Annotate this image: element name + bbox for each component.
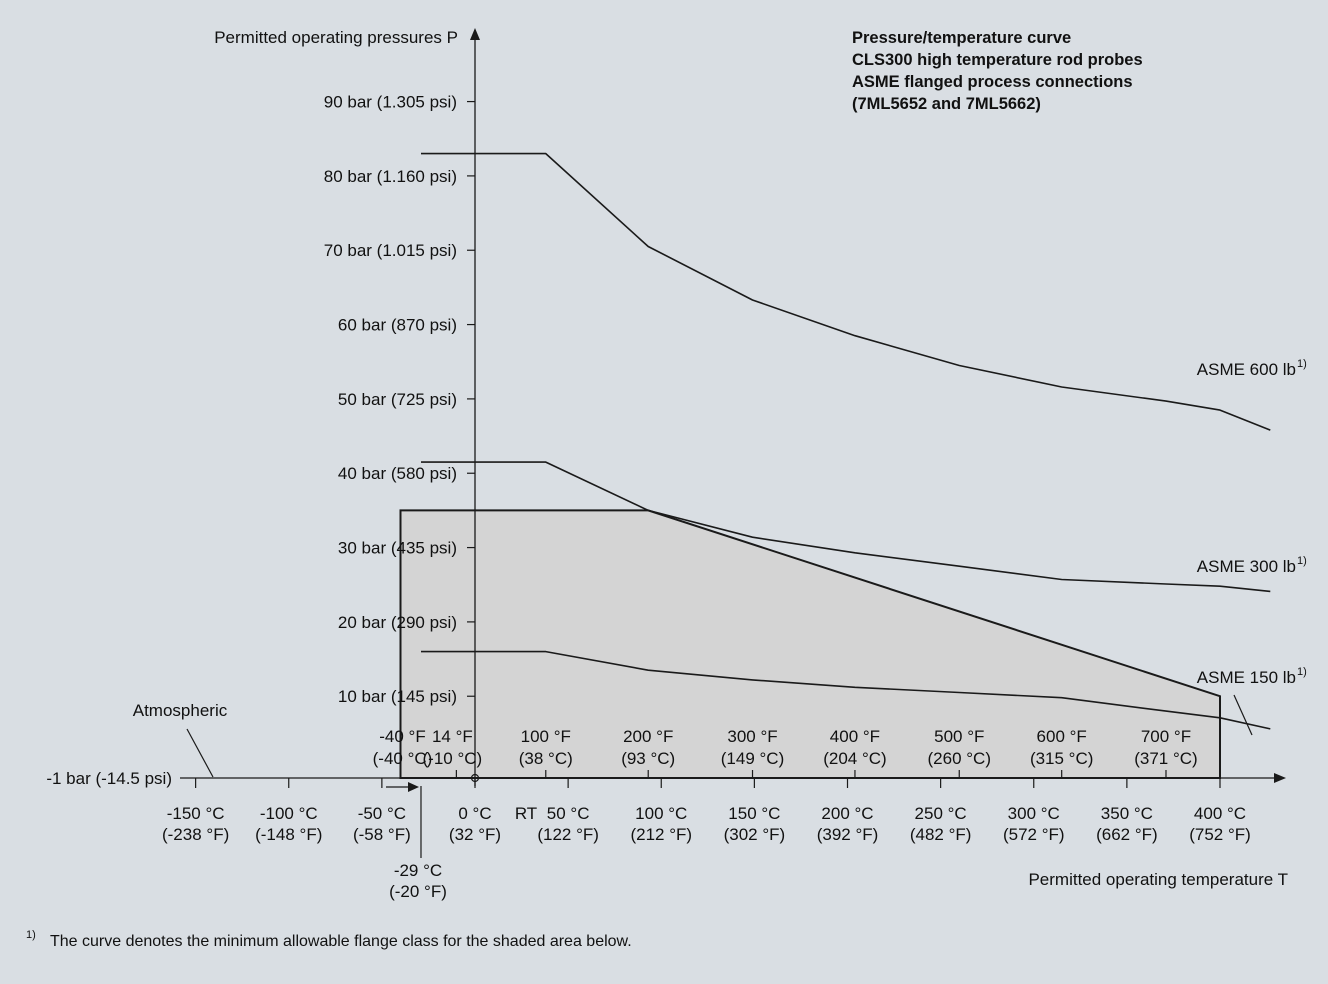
labels-layer: 90 bar (1.305 psi) 80 bar (1.160 psi) 70 b… <box>26 28 1307 950</box>
y-tick-label: 90 bar (1.305 psi) <box>324 93 457 112</box>
fahrenheit-tick-label: 400 °F <box>830 727 880 746</box>
x-tick-label-celsius: 50 °C <box>547 804 590 823</box>
x-tick-label-celsius: 200 °C <box>821 804 873 823</box>
fahrenheit-tick-celsius-label: (371 °C) <box>1134 749 1197 768</box>
fahrenheit-tick-label: 600 °F <box>1037 727 1087 746</box>
series-label: ASME 300 lb <box>1197 557 1296 576</box>
fahrenheit-tick-celsius-label: (-10 °C) <box>423 749 483 768</box>
series-label: ASME 150 lb <box>1197 668 1296 687</box>
y-tick-label: -1 bar (-14.5 psi) <box>46 769 172 788</box>
x-tick-label-fahrenheit: (392 °F) <box>817 825 879 844</box>
chart-title-line: CLS300 high temperature rod probes <box>852 51 1143 69</box>
y-tick-label: 80 bar (1.160 psi) <box>324 167 457 186</box>
atmospheric-label: Atmospheric <box>133 701 228 720</box>
x-tick-label-celsius: 150 °C <box>728 804 780 823</box>
y-tick-label: 20 bar (290 psi) <box>338 613 457 632</box>
x-tick-label-fahrenheit: (572 °F) <box>1003 825 1065 844</box>
series-label-pointer <box>1233 694 1253 736</box>
fahrenheit-tick-label: 300 °F <box>727 727 777 746</box>
chart-title-line: Pressure/temperature curve <box>852 29 1071 47</box>
series-line <box>421 152 1271 431</box>
x-tick-label-celsius: 0 °C <box>458 804 491 823</box>
series-layer <box>421 152 1271 736</box>
x-tick-label-fahrenheit: (-58 °F) <box>353 825 411 844</box>
rt-label: RT <box>515 804 537 823</box>
low-limit-arrow-head <box>408 782 419 792</box>
fahrenheit-tick-label: 500 °F <box>934 727 984 746</box>
fahrenheit-tick-label: -40 °F <box>379 727 425 746</box>
x-tick-label-celsius: 250 °C <box>915 804 967 823</box>
y-tick-label: 70 bar (1.015 psi) <box>324 241 457 260</box>
x-tick-label-celsius: 350 °C <box>1101 804 1153 823</box>
y-tick-label: 40 bar (580 psi) <box>338 464 457 483</box>
footnote-text: The curve denotes the minimum allowable … <box>50 933 632 950</box>
y-tick-label: 60 bar (870 psi) <box>338 316 457 335</box>
footnote-marker: 1) <box>26 929 36 941</box>
series-label-footnote-mark: 1) <box>1297 666 1307 678</box>
y-tick-label: 30 bar (435 psi) <box>338 539 457 558</box>
fahrenheit-tick-celsius-label: (38 °C) <box>519 749 573 768</box>
fahrenheit-tick-label: 200 °F <box>623 727 673 746</box>
x-tick-label-fahrenheit: (662 °F) <box>1096 825 1158 844</box>
fahrenheit-tick-celsius-label: (-40 °C) <box>373 749 433 768</box>
fahrenheit-tick-celsius-label: (149 °C) <box>721 749 784 768</box>
fahrenheit-tick-celsius-label: (315 °C) <box>1030 749 1093 768</box>
x-tick-label-fahrenheit: (212 °F) <box>630 825 692 844</box>
x-tick-label-celsius: -100 °C <box>260 804 318 823</box>
x-tick-label-celsius: 300 °C <box>1008 804 1060 823</box>
series-label-footnote-mark: 1) <box>1297 358 1307 370</box>
chart-title-line: (7ML5652 and 7ML5662) <box>852 95 1041 113</box>
y-tick-label: 10 bar (145 psi) <box>338 687 457 706</box>
x-tick-label-celsius: 400 °C <box>1194 804 1246 823</box>
x-axis-label: Permitted operating temperature T <box>1028 870 1288 889</box>
chart-title-line: ASME flanged process connections <box>852 73 1133 91</box>
fahrenheit-tick-celsius-label: (204 °C) <box>823 749 886 768</box>
fahrenheit-tick-label: 700 °F <box>1141 727 1191 746</box>
x-axis-arrow <box>1274 773 1286 783</box>
axes-layer <box>180 28 1286 858</box>
x-tick-label-fahrenheit: (482 °F) <box>910 825 972 844</box>
x-tick-label-fahrenheit: (32 °F) <box>449 825 501 844</box>
fahrenheit-tick-celsius-label: (260 °C) <box>928 749 991 768</box>
x-tick-label-fahrenheit: (302 °F) <box>724 825 786 844</box>
x-tick-label-fahrenheit: (752 °F) <box>1189 825 1251 844</box>
y-axis-label: Permitted operating pressures P <box>214 28 458 47</box>
atmospheric-pointer <box>186 728 214 778</box>
y-tick-label: 50 bar (725 psi) <box>338 390 457 409</box>
x-tick-label-celsius: -50 °C <box>358 804 406 823</box>
series-line <box>421 650 1271 730</box>
series-label-footnote-mark: 1) <box>1297 555 1307 567</box>
fahrenheit-tick-label: 14 °F <box>432 727 473 746</box>
fahrenheit-tick-celsius-label: (93 °C) <box>621 749 675 768</box>
x-tick-label-celsius: -150 °C <box>167 804 225 823</box>
low-limit-label-fahrenheit: (-20 °F) <box>389 882 447 901</box>
x-tick-label-fahrenheit: (-148 °F) <box>255 825 322 844</box>
series-line <box>421 461 1271 593</box>
series-label: ASME 600 lb <box>1197 360 1296 379</box>
fahrenheit-tick-label: 100 °F <box>521 727 571 746</box>
x-tick-label-fahrenheit: (122 °F) <box>537 825 599 844</box>
low-limit-label: -29 °C <box>394 861 442 880</box>
x-tick-label-fahrenheit: (-238 °F) <box>162 825 229 844</box>
y-axis-arrow <box>470 28 480 40</box>
x-tick-label-celsius: 100 °C <box>635 804 687 823</box>
